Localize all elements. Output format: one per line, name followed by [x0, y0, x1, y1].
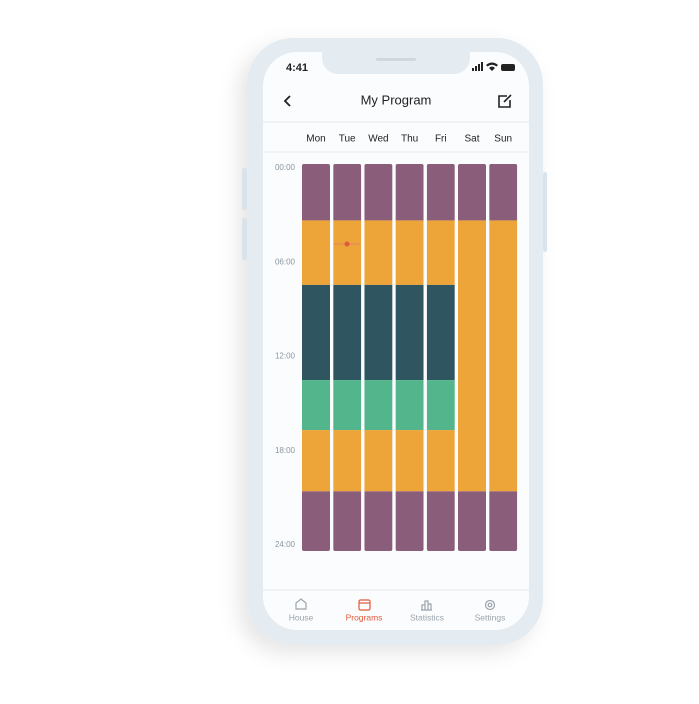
edit-button[interactable] — [498, 94, 512, 108]
house-icon — [295, 598, 307, 610]
side-button — [543, 172, 547, 252]
schedule-block — [395, 491, 424, 551]
time-label: 18:00 — [275, 446, 296, 455]
schedule-block — [333, 430, 362, 492]
speaker — [376, 58, 416, 61]
schedule-block — [364, 491, 393, 551]
schedule-block — [489, 164, 518, 221]
day-label: Wed — [368, 134, 388, 145]
tab-icons — [295, 598, 496, 611]
schedule-block — [302, 284, 330, 381]
schedule-block — [458, 220, 486, 492]
schedule-block — [426, 380, 455, 431]
schedule-block — [395, 220, 424, 285]
day-column — [302, 164, 330, 551]
schedule-block — [395, 380, 424, 431]
side-button — [242, 218, 247, 260]
schedule-block — [364, 380, 393, 431]
schedule-block — [364, 164, 393, 221]
schedule-block — [395, 164, 424, 221]
side-button — [242, 168, 247, 210]
tab-label: House — [289, 612, 314, 622]
schedule-block — [395, 430, 424, 492]
programs-icon — [358, 599, 371, 611]
header-title: My Program — [361, 92, 432, 107]
schedule-block — [458, 164, 486, 221]
schedule-block — [426, 284, 455, 381]
schedule-block — [333, 380, 362, 431]
day-label: Sun — [494, 134, 512, 145]
day-column — [395, 164, 424, 551]
schedule-grid: 00:00 06:00 12:00 18:00 24:00 Mon Tue Wed Thu Fri… — [275, 134, 518, 551]
schedule-block — [302, 380, 330, 431]
current-time-marker — [334, 241, 360, 247]
schedule-block — [395, 284, 424, 381]
schedule-block — [333, 220, 362, 285]
schedule-block — [364, 284, 393, 381]
schedule-block — [458, 491, 486, 551]
day-column — [426, 164, 455, 551]
day-label: Sat — [464, 134, 479, 145]
tab-button[interactable] — [397, 594, 457, 626]
schedule-block — [333, 164, 362, 221]
schedule-block — [489, 220, 518, 492]
tab-button[interactable] — [334, 594, 394, 626]
time-label: 12:00 — [275, 352, 296, 361]
day-label: Thu — [401, 134, 418, 145]
schedule-block — [426, 164, 455, 221]
time-label: 00:00 — [275, 163, 296, 172]
tab-label: Settings — [475, 612, 506, 622]
back-button[interactable] — [283, 95, 291, 107]
schedule-block — [302, 430, 330, 492]
schedule-block — [489, 491, 518, 551]
schedule-block — [364, 430, 393, 492]
schedule-block — [426, 220, 455, 285]
day-label: Mon — [306, 134, 325, 145]
settings-icon — [484, 599, 496, 611]
schedule-block — [426, 491, 455, 551]
day-label: Fri — [435, 134, 447, 145]
schedule-block — [302, 491, 330, 551]
tab-button[interactable] — [460, 594, 520, 626]
schedule-block — [302, 220, 330, 285]
schedule-block — [302, 164, 330, 221]
status-time: 4:41 — [286, 62, 308, 74]
day-column — [364, 164, 393, 551]
schedule-block — [364, 220, 393, 285]
schedule-block — [426, 430, 455, 492]
status-icons — [472, 62, 515, 71]
day-column — [333, 164, 362, 551]
day-label: Tue — [339, 134, 356, 145]
tab-label: Statistics — [410, 612, 444, 622]
time-label: 06:00 — [275, 257, 296, 266]
time-label: 24:00 — [275, 540, 296, 549]
schedule-block — [333, 491, 362, 551]
notch — [322, 52, 470, 74]
schedule-block — [333, 284, 362, 381]
tab-label: Programs — [346, 612, 383, 622]
tab-button[interactable] — [271, 594, 331, 626]
day-column — [458, 164, 486, 551]
statistics-icon — [421, 600, 432, 611]
day-column — [489, 164, 518, 551]
